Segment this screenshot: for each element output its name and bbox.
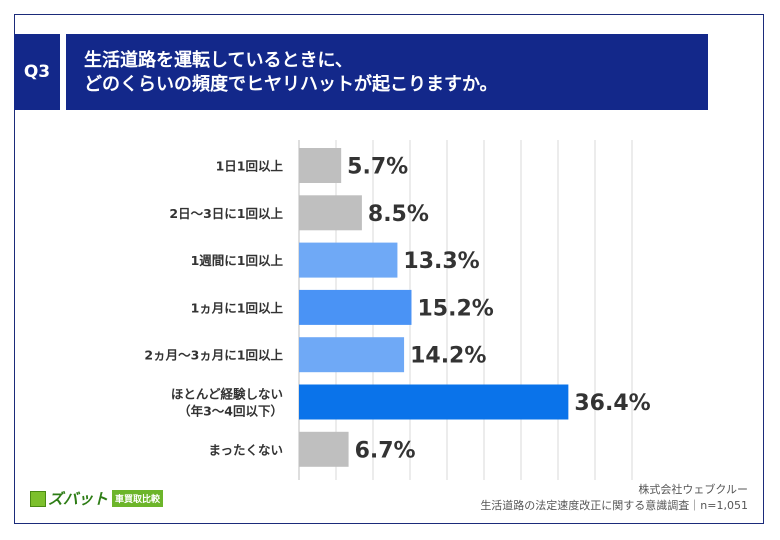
source-company: 株式会社ウェブクルー bbox=[638, 483, 748, 496]
bar bbox=[299, 337, 405, 373]
data-label: 14.2% bbox=[410, 344, 486, 369]
bar bbox=[299, 148, 342, 183]
data-label: 5.7% bbox=[347, 155, 408, 180]
logo-text: ズバット bbox=[48, 490, 109, 508]
category-label: （年3〜4回以下） bbox=[178, 404, 283, 419]
bar bbox=[299, 195, 362, 231]
question-title-line1: 生活道路を運転しているときに、 bbox=[84, 50, 353, 71]
bar bbox=[299, 431, 349, 467]
source-survey: 生活道路の法定速度改正に関する意識調査｜n=1,051 bbox=[480, 499, 748, 512]
category-label: 2ヵ月〜3ヵ月に1回以上 bbox=[144, 348, 283, 363]
category-label: まったくない bbox=[208, 442, 283, 457]
bar bbox=[299, 242, 398, 278]
category-label: 2日〜3日に1回以上 bbox=[169, 206, 283, 221]
question-title-line2: どのくらいの頻度でヒヤリハットが起こりますか。 bbox=[84, 74, 498, 95]
bar bbox=[299, 289, 412, 325]
source-note: 株式会社ウェブクルー 生活道路の法定速度改正に関する意識調査｜n=1,051 bbox=[480, 482, 748, 514]
bar bbox=[299, 384, 569, 420]
logo-tag: 車買取比較 bbox=[112, 490, 164, 507]
category-label: ほとんど経験しない bbox=[171, 387, 283, 402]
data-label: 6.7% bbox=[355, 438, 416, 463]
data-label: 36.4% bbox=[574, 391, 650, 416]
zubat-logo: ズバット 車買取比較 bbox=[30, 488, 164, 509]
logo-mark-icon bbox=[30, 490, 46, 507]
data-label: 13.3% bbox=[403, 249, 479, 274]
category-label: 1週間に1回以上 bbox=[191, 253, 284, 268]
data-label: 15.2% bbox=[417, 296, 493, 321]
category-label: 1日1回以上 bbox=[216, 159, 284, 174]
question-badge: Q3 bbox=[14, 34, 60, 110]
data-label: 8.5% bbox=[368, 202, 429, 227]
category-label: 1ヵ月に1回以上 bbox=[191, 300, 284, 315]
question-title: 生活道路を運転しているときに、 どのくらいの頻度でヒヤリハットが起こりますか。 bbox=[66, 34, 708, 110]
frame bbox=[14, 14, 764, 524]
